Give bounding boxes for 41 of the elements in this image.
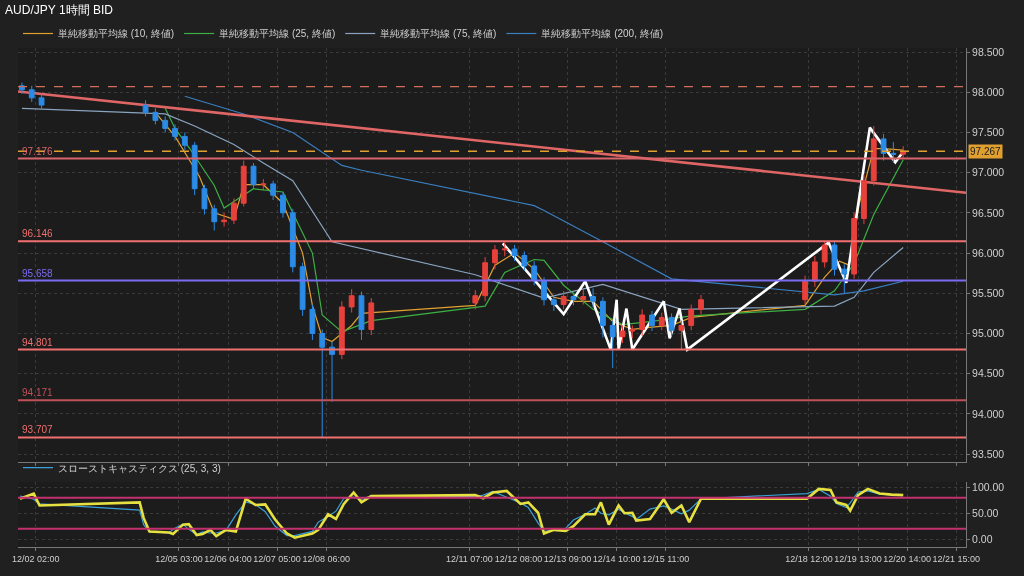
y-tick-label: 98.000 bbox=[972, 85, 1005, 98]
y-tick-label: 98.500 bbox=[972, 45, 1005, 58]
chart-title: AUD/JPY 1時間 BID bbox=[5, 3, 114, 18]
x-tick-label: 12/08 06:00 bbox=[302, 553, 350, 564]
x-tick-label: 12/18 12:00 bbox=[785, 553, 833, 564]
legend-label: 単純移動平均線 (25, 終値) bbox=[219, 28, 336, 40]
x-tick-label: 12/15 11:00 bbox=[642, 553, 690, 564]
y-tick-label: 93.500 bbox=[972, 447, 1005, 460]
legend-label: スローストキャスティクス (25, 3, 3) bbox=[58, 462, 221, 474]
x-tick-label: 12/14 10:00 bbox=[592, 553, 641, 564]
x-tick-label: 12/20 14:00 bbox=[883, 553, 931, 564]
x-tick-label: 12/11 07:00 bbox=[445, 553, 493, 564]
y-tick-label: 96.500 bbox=[972, 206, 1005, 219]
legend-label: 単純移動平均線 (10, 終値) bbox=[58, 28, 175, 40]
y-tick-label: 100.00 bbox=[972, 480, 1005, 493]
x-tick-label: 12/06 04:00 bbox=[204, 553, 252, 564]
y-tick-label: 97.000 bbox=[972, 166, 1005, 179]
legend-label: 単純移動平均線 (75, 終値) bbox=[380, 28, 497, 40]
x-tick-label: 12/13 09:00 bbox=[543, 553, 592, 564]
ref-line-label: 97.176 bbox=[22, 146, 54, 157]
ref-line-label: 96.146 bbox=[22, 228, 54, 239]
ref-line-label: 94.801 bbox=[22, 337, 54, 348]
x-tick-label: 12/05 03:00 bbox=[155, 553, 203, 564]
legend-label: 単純移動平均線 (200, 終値) bbox=[541, 28, 664, 40]
ref-line-label: 93.707 bbox=[22, 424, 54, 435]
y-tick-label: 94.000 bbox=[972, 407, 1005, 420]
ref-line-label: 95.658 bbox=[22, 268, 54, 279]
x-tick-label: 12/12 08:00 bbox=[494, 553, 543, 564]
x-tick-label: 12/21 15:00 bbox=[932, 553, 980, 564]
y-tick-label: 50.00 bbox=[972, 506, 999, 519]
y-tick-label: 0.00 bbox=[972, 532, 993, 545]
y-tick-label: 96.000 bbox=[972, 246, 1005, 259]
y-tick-label: 95.500 bbox=[972, 286, 1005, 299]
ref-line-label: 97.267 bbox=[970, 146, 1002, 157]
y-tick-label: 94.500 bbox=[972, 367, 1005, 380]
x-tick-label: 12/02 02:00 bbox=[11, 553, 60, 564]
y-tick-label: 95.000 bbox=[972, 327, 1005, 340]
x-tick-label: 12/19 13:00 bbox=[834, 553, 882, 564]
y-tick-label: 97.500 bbox=[972, 126, 1005, 139]
x-tick-label: 12/07 05:00 bbox=[253, 553, 301, 564]
ref-line-label: 94.171 bbox=[22, 387, 54, 398]
